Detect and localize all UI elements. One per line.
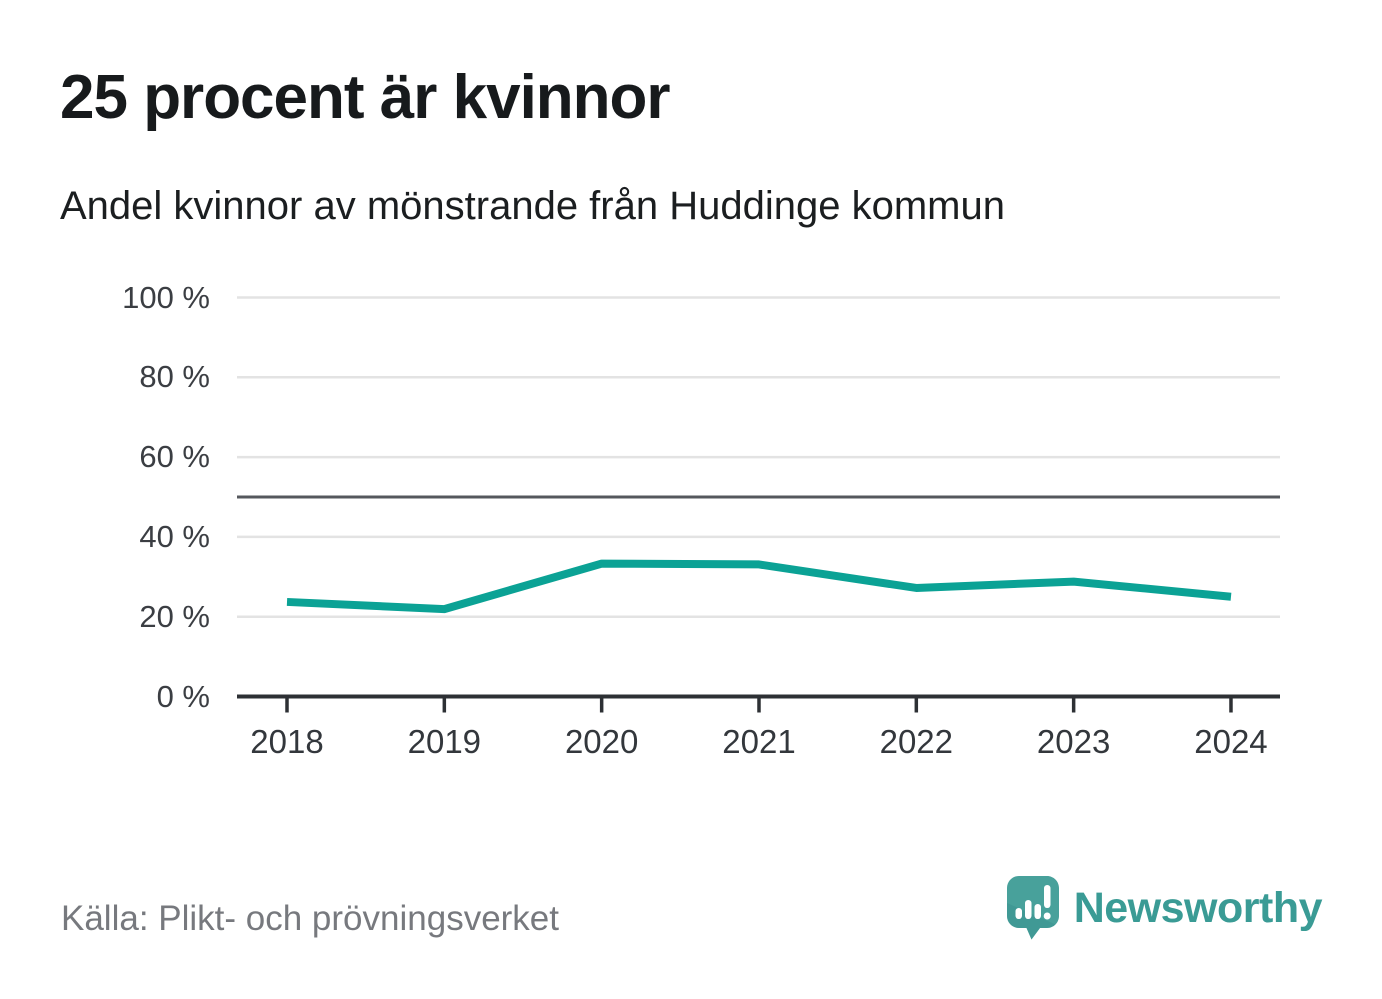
x-axis-tick-label: 2021	[722, 723, 796, 760]
y-axis-tick-label: 40 %	[139, 518, 210, 554]
x-axis-tick-label: 2024	[1194, 723, 1268, 760]
x-axis-tick-label: 2020	[564, 723, 639, 760]
chart-subtitle: Andel kvinnor av mönstrande från Hudding…	[60, 184, 1005, 228]
y-axis-tick-label: 60 %	[139, 439, 210, 475]
y-axis-tick-label: 0 %	[156, 678, 210, 714]
data-line	[286, 559, 1232, 614]
logo-barchart-glyph	[1015, 885, 1051, 920]
page-title: 25 procent är kvinnor	[60, 63, 671, 132]
y-axis-tick-label: 20 %	[139, 598, 210, 634]
x-axis-tick-label: 2019	[407, 723, 482, 760]
newsworthy-logo: Newsworthy	[1006, 876, 1323, 940]
y-axis-tick-label: 100 %	[122, 279, 210, 315]
x-axis-tick-label: 2022	[879, 723, 954, 760]
newsworthy-logo-icon	[1006, 876, 1059, 940]
x-axis-tick-label: 2018	[250, 723, 324, 760]
newsworthy-logo-text: Newsworthy	[1073, 883, 1323, 932]
source-note: Källa: Plikt- och prövningsverket	[61, 899, 559, 938]
y-axis-tick-label: 80 %	[139, 359, 210, 395]
x-axis-tick-label: 2023	[1036, 723, 1111, 760]
